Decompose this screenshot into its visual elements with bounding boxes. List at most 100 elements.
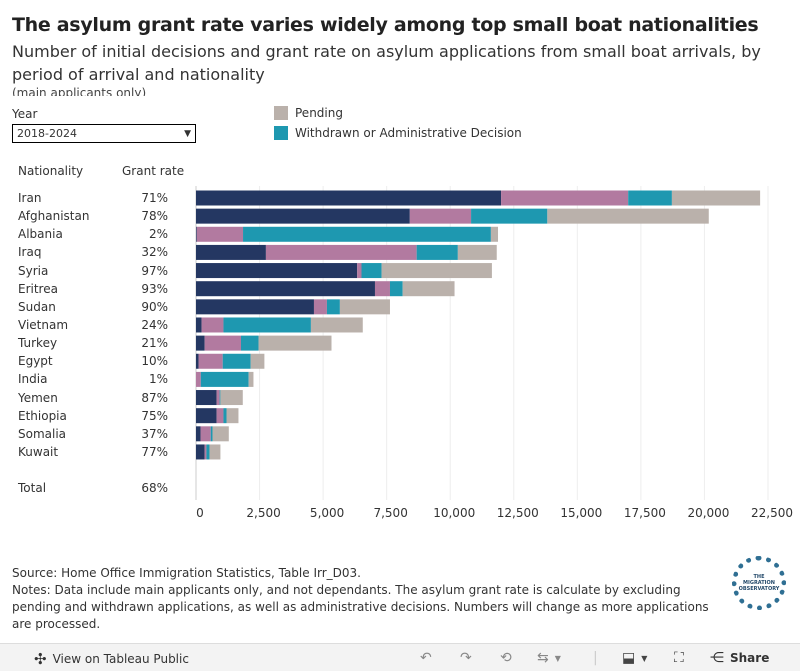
bar-segment-vietnam-2[interactable] (223, 317, 311, 333)
bar-segment-turkey-1[interactable] (204, 335, 241, 351)
x-tick-label: 0 (196, 506, 204, 520)
bar-segment-syria-2[interactable] (361, 263, 382, 279)
bar-segment-iraq-3[interactable] (457, 244, 497, 260)
bar-segment-egypt-0[interactable] (196, 353, 199, 369)
view-on-tableau-link[interactable]: ✣ View on Tableau Public (34, 650, 189, 668)
bar-segment-ethiopia-3[interactable] (226, 408, 239, 424)
bar-segment-eritrea-1[interactable] (374, 281, 390, 297)
year-dropdown[interactable]: 2018-2024 ▼ (12, 124, 196, 143)
bar-segment-turkey-2[interactable] (240, 335, 259, 351)
bar-segment-albania-0[interactable] (196, 226, 197, 242)
nationality-label: Afghanistan (18, 209, 90, 224)
grant-rate-value: 32% (141, 245, 168, 260)
bar-segment-vietnam-1[interactable] (201, 317, 224, 333)
grant-rate-value: 71% (141, 191, 168, 205)
total-grant-rate: 68% (141, 481, 168, 495)
bar-segment-eritrea-2[interactable] (389, 281, 403, 297)
bar-segment-somalia-3[interactable] (212, 426, 229, 442)
bar-segment-albania-3[interactable] (490, 226, 499, 242)
revert-icon[interactable]: ⟲ (500, 650, 512, 666)
migration-observatory-logo: THE MIGRATION OBSERVATORY (732, 556, 786, 610)
bar-segment-iran-1[interactable] (501, 190, 629, 206)
bar-segment-iran-2[interactable] (628, 190, 672, 206)
bar-segment-syria-0[interactable] (196, 263, 358, 279)
bar-segment-ethiopia-0[interactable] (196, 408, 217, 424)
bar-segment-eritrea-3[interactable] (402, 281, 455, 297)
bar-segment-iraq-0[interactable] (196, 244, 266, 260)
nationality-label: Somalia (18, 426, 67, 441)
x-tick-label: 17,500 (623, 506, 666, 520)
grant-rate-value: 90% (141, 299, 168, 314)
bar-segment-ethiopia-1[interactable] (216, 408, 224, 424)
toolbar-divider: | (593, 650, 598, 666)
bar-segment-kuwait-2[interactable] (206, 444, 210, 460)
x-tick-label: 5,000 (309, 506, 345, 520)
nationality-label: Vietnam (18, 317, 69, 332)
bar-segment-yemen-2[interactable] (219, 390, 221, 406)
bar-segment-somalia-2[interactable] (210, 426, 213, 442)
bar-segment-yemen-3[interactable] (220, 390, 243, 406)
bar-segment-egypt-1[interactable] (198, 353, 223, 369)
bar-segment-syria-1[interactable] (357, 263, 362, 279)
bar-segment-yemen-1[interactable] (216, 390, 220, 406)
bar-segment-india-3[interactable] (248, 371, 254, 387)
bar-segment-sudan-3[interactable] (339, 299, 390, 315)
share-button[interactable]: ⋲ Share (710, 650, 769, 666)
bar-segment-iraq-1[interactable] (265, 244, 417, 260)
source-notes: Source: Home Office Immigration Statisti… (12, 565, 712, 633)
legend-item-withdrawn[interactable]: Withdrawn or Administrative Decision (274, 126, 522, 140)
bar-segment-iran-3[interactable] (671, 190, 761, 206)
bar-segment-sudan-0[interactable] (196, 299, 314, 315)
bar-segment-yemen-0[interactable] (196, 390, 217, 406)
bar-segment-somalia-0[interactable] (196, 426, 201, 442)
chevron-down-icon: ▼ (184, 128, 191, 139)
bar-segment-afghanistan-1[interactable] (409, 208, 472, 224)
bar-segment-afghanistan-0[interactable] (196, 208, 410, 224)
grant-rate-value: 77% (141, 444, 168, 459)
bar-segment-vietnam-0[interactable] (196, 317, 202, 333)
legend-item-pending[interactable]: Pending (274, 106, 343, 120)
grant-rate-value: 24% (141, 317, 168, 332)
bar-segment-albania-2[interactable] (243, 226, 491, 242)
grant-rate-value: 37% (141, 426, 168, 441)
bar-segment-afghanistan-3[interactable] (547, 208, 709, 224)
bar-segment-kuwait-0[interactable] (196, 444, 205, 460)
legend-label: Withdrawn or Administrative Decision (295, 126, 522, 140)
nationality-label: Eritrea (18, 281, 58, 296)
bar-segment-kuwait-1[interactable] (204, 444, 207, 460)
bar-segment-egypt-3[interactable] (250, 353, 265, 369)
download-icon[interactable]: ⬓ ▼ (622, 650, 648, 666)
bar-segment-iran-0[interactable] (196, 190, 502, 206)
fullscreen-icon[interactable]: ⛶ (674, 650, 684, 666)
tableau-toolbar: ✣ View on Tableau Public ↶ ↷ ⟲ ⇆ ▼ | ⬓ ▼… (0, 643, 800, 671)
x-tick-label: 12,500 (496, 506, 539, 520)
bar-segment-sudan-2[interactable] (326, 299, 340, 315)
bar-segment-afghanistan-2[interactable] (471, 208, 548, 224)
bar-segment-turkey-3[interactable] (258, 335, 332, 351)
bar-segment-kuwait-3[interactable] (209, 444, 221, 460)
bar-segment-iraq-2[interactable] (416, 244, 458, 260)
grant-rate-value: 1% (148, 372, 168, 387)
bar-segment-syria-3[interactable] (381, 263, 492, 279)
bar-segment-albania-1[interactable] (196, 226, 244, 242)
bar-segment-somalia-1[interactable] (200, 426, 211, 442)
grant-rate-value: 75% (141, 408, 168, 423)
bar-segment-sudan-1[interactable] (313, 299, 327, 315)
x-tick-label: 20,000 (687, 506, 730, 520)
bar-segment-vietnam-3[interactable] (310, 317, 363, 333)
bar-segment-eritrea-0[interactable] (196, 281, 375, 297)
bar-segment-india-1[interactable] (196, 371, 201, 387)
bar-segment-india-2[interactable] (200, 371, 249, 387)
bar-segment-egypt-2[interactable] (222, 353, 251, 369)
year-dropdown-value: 2018-2024 (17, 127, 77, 140)
refresh-icon[interactable]: ⇆ ▼ (537, 650, 561, 666)
bar-segment-ethiopia-2[interactable] (223, 408, 227, 424)
nationality-label: Turkey (18, 336, 58, 351)
redo-icon[interactable]: ↷ (460, 650, 472, 666)
grant-rate-value: 97% (141, 263, 168, 278)
undo-icon[interactable]: ↶ (420, 650, 432, 666)
bar-segment-turkey-0[interactable] (196, 335, 205, 351)
grant-rate-value: 78% (141, 209, 168, 224)
nationality-label: Albania (18, 227, 63, 242)
notes-text: Notes: Data include main applicants only… (12, 583, 709, 631)
